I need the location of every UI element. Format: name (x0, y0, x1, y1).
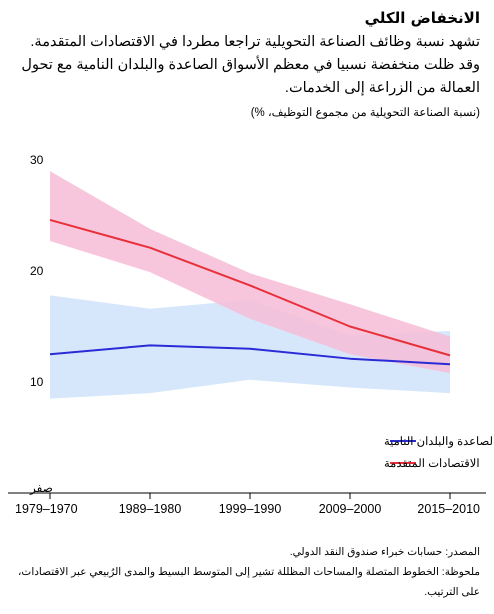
x-tick-label: 2009–2000 (319, 502, 382, 516)
x-axis-ticks: 1979–1970 1989–1980 1999–1990 2009–2000 2015… (15, 493, 480, 516)
x-tick-label: 2015–2010 (417, 502, 480, 516)
legend: الأسواق الصاعدة والبلدان النامية الاقتصاد… (384, 433, 494, 470)
y-axis-ticks: صفر 10 20 30 (29, 153, 53, 495)
chart-title: الانخفاض الكلي (364, 9, 480, 27)
y-tick-label: 10 (30, 375, 44, 389)
series-line-0 (49, 344, 451, 366)
x-tick-label: 1989–1980 (119, 502, 182, 516)
line-chart: صفر 10 20 30 1979–1970 1989–1980 1999–1990 200… (8, 153, 494, 516)
chart-subtitle: تشهد نسبة وظائف الصناعة التحويلية تراجعا… (21, 34, 480, 96)
chart-header: الانخفاض الكلي تشهد نسبة وظائف الصناعة ا… (12, 6, 480, 121)
explanatory-note: ملحوظة: الخطوط المتصلة والمساحات المظللة… (18, 566, 480, 598)
legend-label-0: الأسواق الصاعدة والبلدان النامية (384, 433, 494, 448)
y-tick-label: 20 (30, 264, 44, 278)
legend-label-1: الاقتصادات المتقدمة (384, 457, 480, 470)
y-tick-label: 30 (30, 153, 44, 167)
x-tick-label: 1979–1970 (15, 502, 78, 516)
units-label: (نسبة الصناعة التحويلية من مجموع التوظيف… (250, 107, 480, 119)
chart-footer: المصدر: حسابات خبراء صندوق النقد الدولي.… (14, 542, 480, 602)
y-tick-label: صفر (29, 481, 53, 495)
source-note: المصدر: حسابات خبراء صندوق النقد الدولي. (289, 546, 480, 558)
series-line-1 (49, 218, 451, 357)
range-band-1 (50, 171, 450, 374)
range-bands (50, 171, 450, 399)
x-tick-label: 1999–1990 (219, 502, 282, 516)
series-lines (49, 218, 451, 366)
range-band-0 (50, 295, 450, 399)
